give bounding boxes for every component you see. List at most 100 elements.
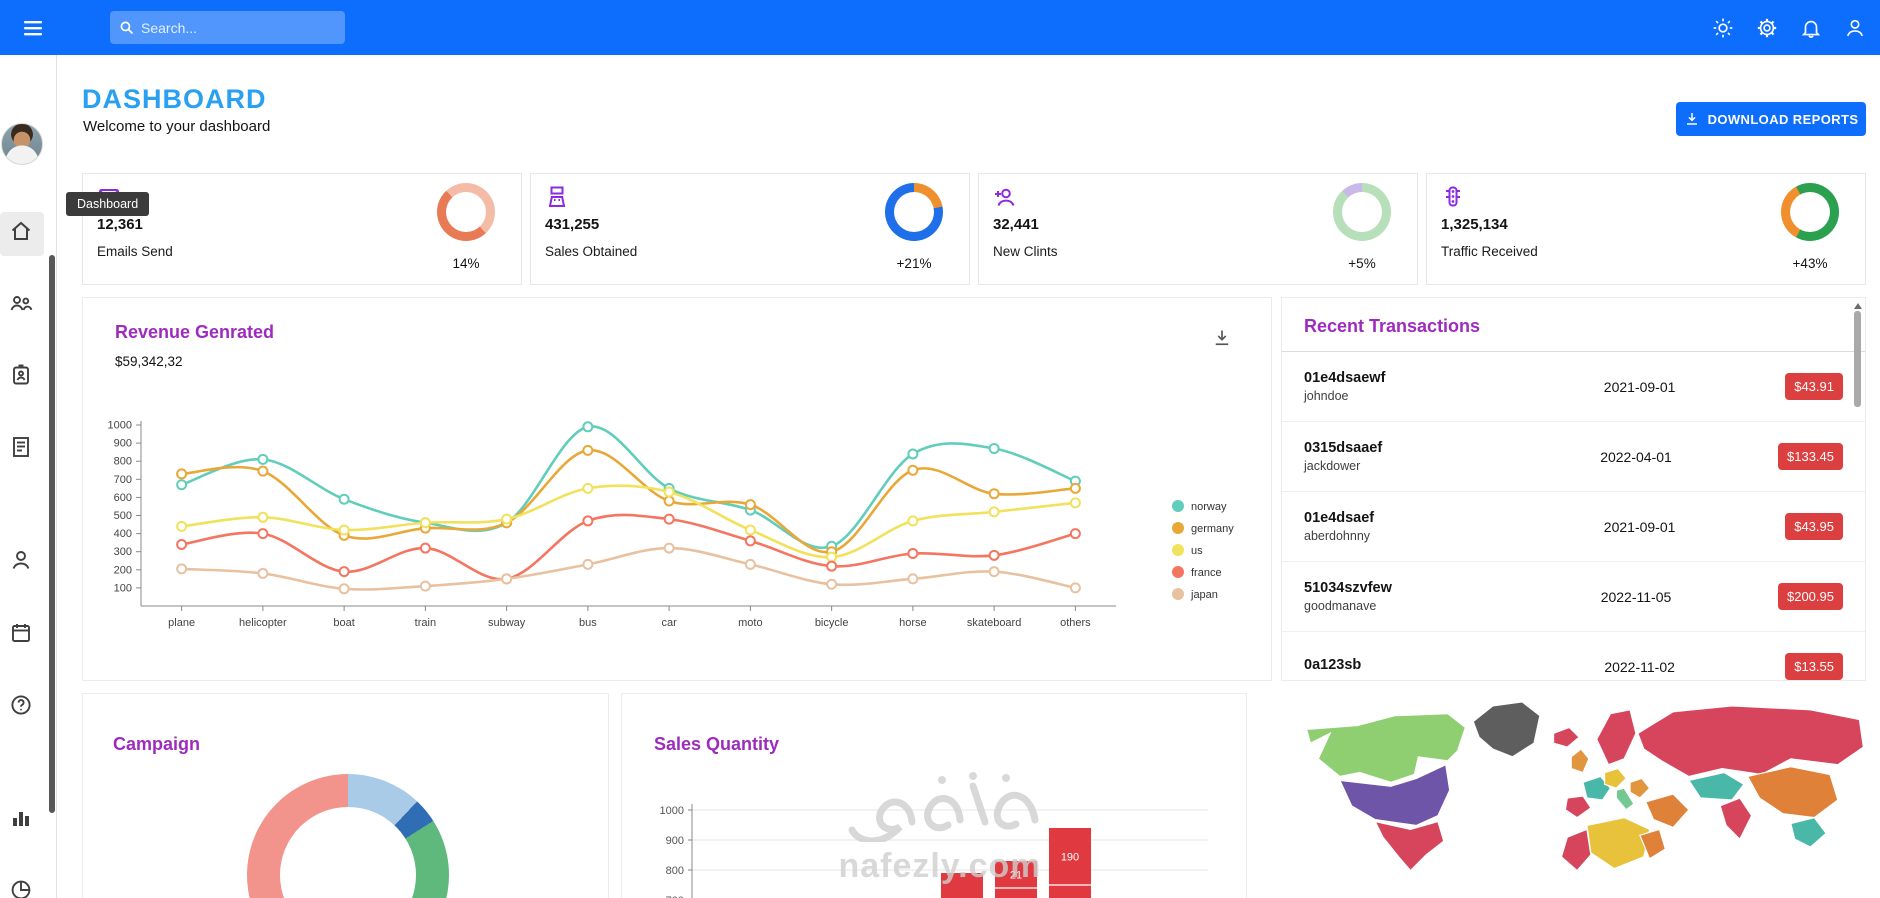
stat-card-emails: 12,361 Emails Send 14% bbox=[82, 173, 522, 285]
svg-text:france: france bbox=[1191, 567, 1222, 579]
sales-quantity-title: Sales Quantity bbox=[654, 734, 780, 754]
page-subtitle: Welcome to your dashboard bbox=[83, 118, 271, 135]
home-icon bbox=[11, 221, 31, 240]
transactions-scrollbar[interactable] bbox=[1852, 300, 1863, 680]
person-outline-icon bbox=[12, 551, 30, 569]
stat-label: Emails Send bbox=[97, 244, 173, 259]
svg-text:others: others bbox=[1060, 617, 1091, 629]
sidebar-item-pie-chart[interactable] bbox=[8, 878, 34, 898]
sales-bar-chart: 100090080070060050021190183 bbox=[660, 804, 1208, 898]
transaction-date: 2022-11-05 bbox=[1600, 588, 1672, 605]
settings-button[interactable] bbox=[1754, 15, 1780, 41]
light-mode-toggle-button[interactable] bbox=[1710, 15, 1736, 41]
stats-row: 12,361 Emails Send 14% 431,255 Sales Obt… bbox=[82, 173, 1866, 285]
campaign-donut-chart bbox=[247, 774, 449, 898]
sidebar-item-faq[interactable] bbox=[8, 693, 34, 719]
svg-text:norway: norway bbox=[1191, 501, 1227, 513]
profile-button[interactable] bbox=[1842, 15, 1868, 41]
sidebar-scrollbar-thumb[interactable] bbox=[49, 255, 55, 813]
progress-circle bbox=[1781, 183, 1839, 241]
transaction-row[interactable]: 0315dsaaef jackdower 2022-04-01 $133.45 bbox=[1282, 422, 1865, 492]
sidebar-item-calendar[interactable] bbox=[8, 621, 34, 647]
svg-text:moto: moto bbox=[738, 617, 762, 629]
transaction-user: jackdower bbox=[1304, 459, 1361, 473]
svg-text:100: 100 bbox=[114, 582, 132, 594]
svg-text:900: 900 bbox=[666, 835, 684, 847]
transaction-id: 51034szvfew bbox=[1304, 580, 1392, 596]
transaction-row[interactable]: 51034szvfew goodmanave 2022-11-05 $200.95 bbox=[1282, 562, 1865, 632]
transaction-date: 2022-11-02 bbox=[1604, 658, 1675, 675]
transaction-row[interactable]: 01e4dsaef aberdohnny 2021-09-01 $43.95 bbox=[1282, 492, 1865, 562]
stat-label: Traffic Received bbox=[1441, 244, 1538, 259]
sidebar-item-profile-form[interactable] bbox=[8, 548, 34, 574]
download-icon bbox=[1686, 113, 1697, 125]
svg-text:boat: boat bbox=[333, 617, 354, 629]
revenue-panel: Revenue Genrated $59,342,32 100 200 300 400… bbox=[82, 297, 1272, 681]
svg-text:1000: 1000 bbox=[108, 420, 132, 432]
person-icon bbox=[1846, 19, 1864, 36]
page-title: DASHBOARD bbox=[82, 84, 267, 114]
transaction-date: 2021-09-01 bbox=[1603, 518, 1676, 535]
transactions-panel: Recent Transactions 01e4dsaewf johndoe 20… bbox=[1281, 297, 1866, 681]
receipt-icon bbox=[13, 437, 29, 457]
stat-percent: +5% bbox=[1348, 256, 1376, 271]
revenue-amount: $59,342,32 bbox=[115, 354, 183, 369]
sidebar-item-bar-chart[interactable] bbox=[8, 806, 34, 832]
svg-text:plane: plane bbox=[168, 617, 195, 629]
progress-circle bbox=[1333, 183, 1391, 241]
search-icon bbox=[118, 19, 135, 36]
download-reports-button[interactable]: DOWNLOAD REPORTS bbox=[1676, 102, 1866, 136]
svg-text:200: 200 bbox=[114, 564, 132, 576]
progress-circle bbox=[437, 183, 495, 241]
person-add-icon bbox=[993, 185, 1017, 209]
stat-value: 12,361 bbox=[97, 216, 143, 233]
menu-toggle-button[interactable] bbox=[16, 11, 50, 45]
svg-text:helicopter: helicopter bbox=[239, 617, 287, 629]
sun-icon bbox=[1713, 18, 1733, 37]
stat-value: 1,325,134 bbox=[1441, 216, 1508, 233]
help-circle-icon bbox=[11, 695, 31, 715]
search-bar[interactable] bbox=[110, 11, 345, 44]
bell-icon bbox=[1801, 20, 1821, 38]
svg-text:japan: japan bbox=[1190, 589, 1218, 601]
cost-badge: $133.45 bbox=[1778, 443, 1843, 470]
progress-circle bbox=[885, 183, 943, 241]
search-input[interactable] bbox=[141, 19, 337, 36]
svg-text:train: train bbox=[415, 617, 436, 629]
avatar[interactable] bbox=[1, 123, 43, 165]
transaction-row[interactable]: 01e4dsaewf johndoe 2021-09-01 $43.91 bbox=[1282, 352, 1865, 422]
topbar-actions bbox=[1710, 0, 1868, 55]
svg-text:bicycle: bicycle bbox=[815, 617, 849, 629]
stat-label: Sales Obtained bbox=[545, 244, 638, 259]
transaction-row[interactable]: 0a123sb 2022-11-02 $13.55 bbox=[1282, 632, 1865, 680]
people-icon bbox=[10, 296, 33, 311]
svg-text:1000: 1000 bbox=[660, 805, 684, 817]
stat-card-sales: 431,255 Sales Obtained +21% bbox=[530, 173, 970, 285]
bar-chart-icon bbox=[13, 812, 29, 826]
gear-icon bbox=[1757, 18, 1777, 37]
cost-badge: $43.91 bbox=[1785, 373, 1843, 400]
calendar-icon bbox=[12, 624, 30, 642]
svg-text:germany: germany bbox=[1191, 523, 1234, 535]
badge-icon bbox=[13, 364, 29, 385]
sidebar-item-manage-team[interactable] bbox=[8, 291, 34, 317]
topbar bbox=[0, 0, 1880, 55]
download-icon bbox=[1215, 330, 1229, 346]
transaction-id: 0a123sb bbox=[1304, 657, 1362, 673]
revenue-download-button[interactable] bbox=[1211, 328, 1233, 350]
sidebar-item-invoices-balances[interactable] bbox=[8, 435, 34, 461]
cost-badge: $13.55 bbox=[1785, 653, 1843, 680]
sidebar-item-dashboard[interactable] bbox=[8, 219, 34, 245]
scrollbar-thumb[interactable] bbox=[1854, 311, 1861, 407]
svg-text:700: 700 bbox=[114, 474, 132, 486]
sidebar-item-contacts-information[interactable] bbox=[8, 363, 34, 389]
stat-percent: +21% bbox=[896, 256, 932, 271]
dashboard-tooltip: Dashboard bbox=[66, 192, 150, 216]
scroll-up-arrow-icon[interactable] bbox=[1853, 303, 1862, 309]
svg-text:600: 600 bbox=[114, 492, 132, 504]
revenue-title: Revenue Genrated bbox=[115, 322, 275, 342]
notifications-button[interactable] bbox=[1798, 15, 1824, 41]
svg-text:21: 21 bbox=[1010, 870, 1022, 882]
svg-text:car: car bbox=[661, 617, 677, 629]
svg-text:700: 700 bbox=[666, 895, 684, 898]
